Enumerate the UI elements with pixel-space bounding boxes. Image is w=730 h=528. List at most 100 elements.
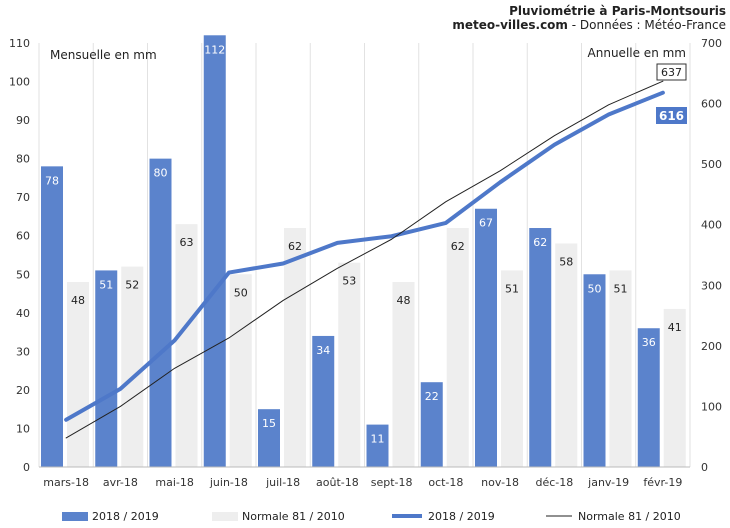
bar-label-normale: 62 — [451, 240, 465, 253]
bar-label-2018-2019: 34 — [316, 344, 330, 357]
x-tick-label: mars-18 — [43, 476, 89, 489]
x-tick-label: janv-19 — [587, 476, 629, 489]
axes: 0 10 20 30 40 50 60 70 80 90 100 110 0 100 200 300 400 50… — [9, 37, 722, 489]
bar-label-2018-2019: 50 — [588, 282, 602, 295]
bar-label-normale: 52 — [125, 279, 139, 292]
end-label-normale: 637 — [661, 66, 682, 79]
left-tick-label: 0 — [23, 461, 30, 474]
end-label-box-normale — [656, 63, 687, 81]
bar-normale — [338, 262, 361, 467]
right-tick-label: 200 — [701, 340, 722, 353]
bar-2018-2019 — [529, 228, 552, 467]
bar-normale — [446, 228, 469, 467]
data-source: - Données : Météo-France — [568, 18, 726, 32]
bar-normale — [663, 308, 686, 467]
left-tick-label: 110 — [9, 37, 30, 50]
x-tick-label: juil-18 — [265, 476, 300, 489]
bar-2018-2019 — [258, 409, 280, 467]
bar-2018-2019 — [41, 166, 63, 467]
legend-label-bar-normale: Normale 81 / 2010 — [242, 510, 345, 523]
left-axis-label: Mensuelle en mm — [50, 48, 157, 62]
bar-label-2018-2019: 80 — [154, 167, 168, 180]
x-tick-label: mai-18 — [155, 476, 193, 489]
bar-normale — [67, 281, 89, 467]
legend-label-line-2018-2019: 2018 / 2019 — [428, 510, 495, 523]
right-tick-label: 300 — [701, 279, 722, 292]
bar-2018-2019 — [149, 158, 172, 468]
data-labels: 78 51 80 112 15 34 11 22 67 62 50 36 48 52 63 50 62 53 48 6… — [45, 43, 687, 446]
left-tick-label: 40 — [16, 307, 30, 320]
line-cumul-2018-2019 — [64, 90, 665, 422]
left-tick-label: 60 — [16, 230, 30, 243]
bar-label-normale: 58 — [559, 255, 573, 268]
right-axis-label: Annuelle en mm — [588, 46, 686, 60]
legend-swatch-bar-2018-2019 — [62, 512, 88, 521]
left-tick-label: 50 — [16, 268, 30, 281]
bar-label-2018-2019: 62 — [533, 236, 547, 249]
x-tick-label: avr-18 — [103, 476, 138, 489]
left-tick-label: 100 — [9, 76, 30, 89]
bar-label-2018-2019: 11 — [371, 433, 385, 446]
bar-label-normale: 51 — [505, 282, 519, 295]
site-name: meteo-villes.com — [452, 18, 568, 32]
bar-label-2018-2019: 78 — [45, 174, 59, 187]
bar-label-normale: 48 — [397, 294, 411, 307]
bar-label-normale: 62 — [288, 240, 302, 253]
bar-2018-2019 — [203, 35, 226, 468]
left-tick-label: 30 — [16, 345, 30, 358]
end-label-2018-2019: 616 — [659, 109, 684, 123]
bar-2018-2019 — [95, 270, 118, 467]
bar-normale — [609, 270, 632, 467]
bar-label-2018-2019: 22 — [425, 390, 439, 403]
right-tick-label: 0 — [701, 461, 708, 474]
bar-label-2018-2019: 67 — [479, 217, 493, 230]
end-label-box-2018-2019 — [656, 107, 687, 124]
bar-label-normale: 48 — [71, 294, 85, 307]
x-tick-label: oct-18 — [428, 476, 463, 489]
bar-normale — [175, 224, 198, 467]
right-tick-label: 100 — [701, 400, 722, 413]
left-tick-label: 20 — [16, 384, 30, 397]
legend-label-bar-2018-2019: 2018 / 2019 — [92, 510, 159, 523]
bar-2018-2019 — [637, 328, 660, 467]
bar-normale — [392, 281, 415, 467]
bar-normale — [555, 243, 578, 467]
right-tick-label: 600 — [701, 98, 722, 111]
bar-2018-2019 — [475, 208, 497, 467]
bar-2018-2019 — [366, 424, 389, 467]
right-tick-label: 700 — [701, 37, 722, 50]
bar-label-normale: 51 — [614, 282, 628, 295]
bar-normale — [229, 274, 252, 467]
bar-2018-2019 — [583, 274, 606, 467]
legend-label-line-normale: Normale 81 / 2010 — [578, 510, 681, 523]
left-tick-label: 90 — [16, 114, 30, 127]
bar-normale — [284, 228, 306, 467]
legend-swatch-bar-normale — [212, 512, 238, 521]
cumulative-lines — [64, 80, 665, 439]
right-tick-label: 400 — [701, 219, 722, 232]
left-tick-label: 80 — [16, 153, 30, 166]
bar-label-2018-2019: 51 — [99, 278, 113, 291]
bar-label-2018-2019: 15 — [262, 417, 276, 430]
x-tick-label: déc-18 — [535, 476, 573, 489]
x-tick-label: nov-18 — [481, 476, 519, 489]
x-tick-label: sept-18 — [371, 476, 413, 489]
bar-label-normale: 50 — [234, 286, 248, 299]
bar-label-2018-2019: 36 — [642, 336, 656, 349]
right-tick-label: 500 — [701, 158, 722, 171]
bar-label-normale: 41 — [668, 321, 682, 334]
bar-label-normale: 63 — [180, 236, 194, 249]
chart-subtitle: meteo-villes.com - Données : Météo-Franc… — [452, 18, 726, 32]
bar-label-normale: 53 — [342, 275, 356, 288]
x-tick-label: févr-19 — [643, 476, 682, 489]
bar-normale — [121, 266, 144, 467]
left-tick-label: 10 — [16, 422, 30, 435]
bar-2018-2019 — [420, 382, 443, 467]
legend: 2018 / 2019 Normale 81 / 2010 2018 / 2019 N… — [62, 510, 681, 523]
x-tick-label: juin-18 — [209, 476, 248, 489]
x-tick-label: août-18 — [316, 476, 359, 489]
bar-label-2018-2019: 112 — [204, 43, 225, 56]
bars — [41, 35, 686, 468]
bar-normale — [501, 270, 523, 467]
